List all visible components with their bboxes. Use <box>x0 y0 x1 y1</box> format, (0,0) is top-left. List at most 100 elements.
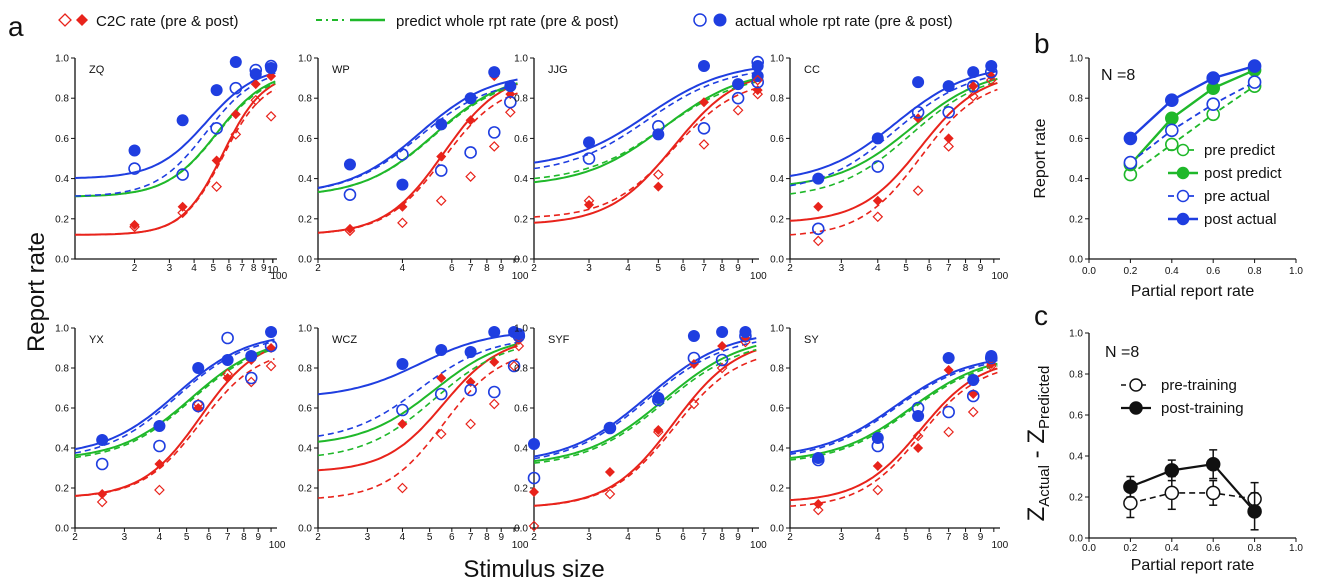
c2c-post-curve <box>533 78 757 224</box>
series-line-pre-training <box>1130 492 1255 504</box>
y-tick-label: 1.0 <box>514 54 528 65</box>
actual-pre-point <box>871 160 885 173</box>
x-tick-label: 5 <box>427 532 433 543</box>
actual-post-curve <box>789 359 998 454</box>
actual-post-point <box>464 92 477 105</box>
actual-pre-point <box>396 148 409 161</box>
y-tick-label: 0.4 <box>514 444 528 455</box>
legend-label: pre-training <box>1161 377 1237 394</box>
c2c-pre-point <box>465 418 476 430</box>
x-tick-label: 4 <box>400 532 406 543</box>
predict-post-curve <box>533 77 757 184</box>
y-tick-label: 0.6 <box>514 404 528 415</box>
c2c-post-point <box>465 115 476 126</box>
y-tick-label: 1.0 <box>770 54 784 65</box>
x-tick-label: 6 <box>226 263 232 274</box>
c2c-post-point <box>943 365 954 375</box>
actual-post-point <box>812 452 825 464</box>
legend-label: pre actual <box>1204 188 1270 205</box>
actual-pre-point <box>221 331 234 345</box>
c2c-pre-curve <box>789 88 998 236</box>
y-tick-label: 1.0 <box>1069 54 1083 65</box>
c2c-pre-point <box>513 340 525 352</box>
c2c-pre-curve <box>789 371 998 507</box>
actual-post-point <box>739 326 752 338</box>
predict-pre-curve <box>533 348 757 464</box>
x-tick-label: 0.2 <box>1123 543 1137 554</box>
actual-pre-curve <box>74 75 276 197</box>
actual-pre-point <box>966 79 980 93</box>
actual-post-point <box>812 172 825 185</box>
y-tick-label: 1.0 <box>298 54 312 65</box>
x-tick-label: 2 <box>315 263 321 274</box>
y-tick-label: 0.8 <box>55 364 69 375</box>
x-tick-label: 100 <box>512 271 529 282</box>
c2c-pre-point <box>967 90 979 102</box>
subplot-syf: 0.0 0.2 0.4 0.6 0.8 1.0 2 3 4 5 6 7 8 9 100 SYF <box>514 324 767 552</box>
legend-c2c-label: C2C rate (pre & post) <box>96 13 239 30</box>
c2c-pre-point <box>435 428 447 440</box>
axis-lines <box>74 58 277 260</box>
legend-marker <box>1176 189 1190 203</box>
series-point-post-predict <box>1165 111 1179 126</box>
c2c-post-point <box>397 201 408 212</box>
x-tick-label: 9 <box>978 263 984 274</box>
x-tick-label: 3 <box>122 532 128 543</box>
predict-pre-curve <box>74 348 275 459</box>
y-tick-label: 0.0 <box>55 524 69 535</box>
subplot-cc: 0.0 0.2 0.4 0.6 0.8 1.0 2 3 4 5 6 7 8 9 100 CC <box>770 54 1009 283</box>
predict-post-curve <box>789 77 998 186</box>
c2c-post-point <box>154 459 165 469</box>
subplot-wcz: 0.0 0.2 0.4 0.6 0.8 1.0 2 3 4 5 6 7 8 9 100 WCZ <box>298 324 529 552</box>
x-tick-label: 9 <box>735 263 741 274</box>
c2c-post-point <box>436 373 447 383</box>
y-tick-label: 0.0 <box>298 255 312 266</box>
x-tick-label: 8 <box>484 532 490 543</box>
c2c-post-curve <box>74 82 276 236</box>
c2c-post-point <box>584 199 595 210</box>
x-tick-label: 6 <box>449 263 455 274</box>
actual-post-point <box>871 132 884 145</box>
predict-post-curve <box>75 80 276 198</box>
subplot-name: SYF <box>548 334 570 346</box>
c2c-pre-point <box>397 482 408 494</box>
actual-pre-point <box>942 405 955 419</box>
x-tick-label: 0.4 <box>1165 266 1179 277</box>
actual-post-point <box>221 354 234 366</box>
c2c-post-point <box>230 109 241 120</box>
x-tick-label: 4 <box>875 263 881 274</box>
x-axis-label-stimulus-size: Stimulus size <box>463 556 604 583</box>
x-tick-label: 100 <box>750 271 767 282</box>
x-tick-label: 6 <box>680 532 686 543</box>
y-tick-label: 0.6 <box>1069 134 1083 145</box>
x-tick-label: 2 <box>315 532 321 543</box>
c2c-pre-point <box>912 185 924 197</box>
legend-marker <box>1129 401 1143 415</box>
actual-pre-point <box>128 162 141 175</box>
x-tick-label: 10 <box>267 265 279 276</box>
x-tick-label: 8 <box>484 263 490 274</box>
c2c-pre-point <box>698 139 710 150</box>
y-tick-label: 0.8 <box>298 364 312 375</box>
actual-post-point <box>343 158 356 171</box>
c2c-pre-curve <box>533 87 757 218</box>
c2c-post-point <box>872 195 883 206</box>
y-tick-label: 0.8 <box>514 94 528 105</box>
x-tick-label: 3 <box>586 532 592 543</box>
panel-b-xlabel: Partial report rate <box>1131 283 1255 300</box>
series-point-post-actual <box>1206 71 1220 85</box>
actual-post-point <box>871 432 884 444</box>
y-tick-label: 0.2 <box>770 214 784 225</box>
c2c-pre-point <box>397 217 408 229</box>
y-tick-label: 0.4 <box>770 174 784 185</box>
actual-pre-point <box>434 164 448 177</box>
c2c-post-point <box>266 71 277 82</box>
legend-marker <box>1176 143 1190 157</box>
c2c-pre-point <box>967 406 979 418</box>
x-tick-label: 7 <box>946 532 952 543</box>
c2c-post-point <box>968 81 979 92</box>
predict-post-curve <box>533 344 757 463</box>
y-tick-label: 0.2 <box>1069 493 1083 504</box>
actual-post-curve <box>74 338 275 451</box>
